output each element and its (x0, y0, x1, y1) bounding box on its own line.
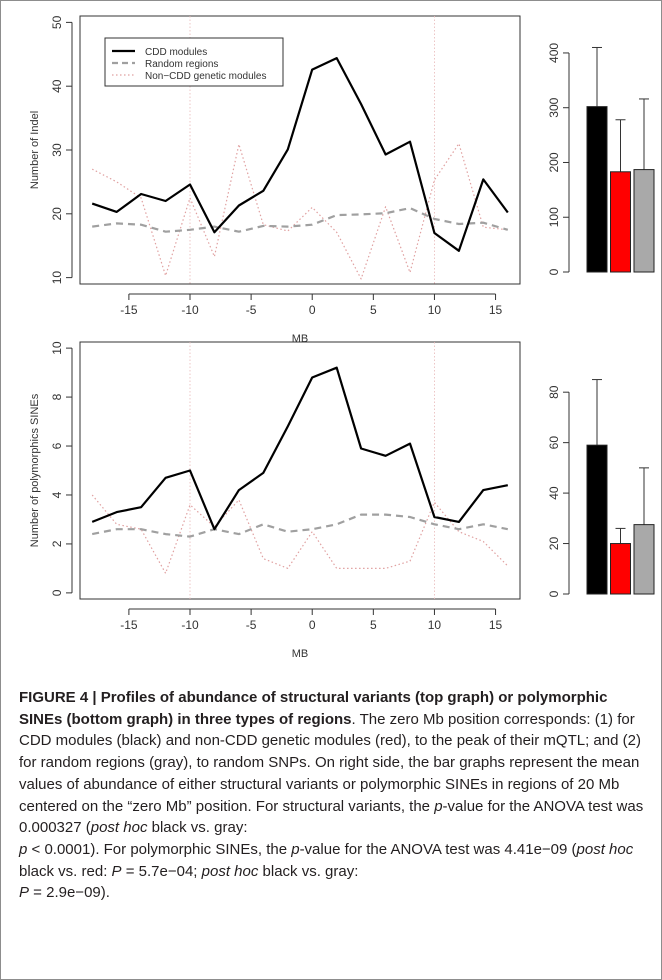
bar (586, 106, 608, 273)
y-tick-label: 0 (547, 268, 561, 275)
y-tick-label: 50 (50, 15, 64, 29)
caption-text: black vs. gray: (258, 862, 359, 880)
caption-italic: P (111, 862, 122, 880)
x-tick-label: -5 (246, 303, 257, 317)
series-line-dashed (91, 513, 509, 538)
caption-title: FIGURE 4 | Profiles of abundance of stru… (19, 689, 608, 728)
caption-text: -value for the ANOVA test was 0.000327 ( (19, 797, 644, 837)
bar (633, 169, 655, 273)
bar (610, 543, 631, 595)
x-axis-title: MB (292, 333, 309, 345)
x-tick-label: 15 (489, 303, 503, 317)
caption-italic: P (19, 884, 30, 902)
caption-text: = 5.7e−04; (121, 862, 202, 880)
x-tick-label: -15 (120, 303, 138, 317)
caption-italic: p (291, 840, 300, 858)
y-tick-label: 40 (547, 486, 561, 500)
y-tick-label: 20 (547, 537, 561, 551)
y-tick-label: 100 (547, 207, 561, 227)
sines-bar-chart: 0 20 40 60 80 (547, 379, 655, 597)
x-tick-label: -10 (181, 303, 199, 317)
y-tick-label: 4 (50, 491, 64, 498)
sines-line-chart: -15 -10 -5 0 5 10 15 0 2 4 6 8 10 MB Number of polymor… (29, 341, 521, 660)
x-tick-label: -15 (120, 618, 138, 632)
x-tick-label: 10 (428, 303, 442, 317)
bar (586, 444, 608, 595)
series-line-dotted (91, 143, 508, 280)
caption-text: < 0.0001). For polymorphic SINEs, the (27, 840, 292, 858)
plot-box (79, 15, 521, 285)
y-tick-label: 60 (547, 436, 561, 450)
indel-line-chart: -15 -10 -5 0 5 10 15 10 20 30 40 50 MB Number of Inde… (29, 15, 521, 345)
y-tick-label: 200 (547, 152, 561, 172)
x-tick-label: 0 (309, 303, 316, 317)
legend-label: Random regions (145, 59, 218, 70)
caption-text: . The zero Mb position corresponds: (1) … (19, 710, 641, 815)
indel-bar-chart: 0 100 200 300 400 (547, 43, 655, 275)
bar (633, 524, 655, 595)
series-line-solid (91, 56, 509, 252)
caption-text: black vs. gray: (147, 819, 248, 837)
caption-italic: p (434, 797, 443, 815)
caption-italic: post hoc (576, 840, 634, 858)
legend-label: CDD modules (145, 47, 207, 58)
x-tick-label: 5 (370, 303, 377, 317)
y-tick-label: 6 (50, 442, 64, 449)
caption-text: = 2.9e−09). (29, 884, 110, 902)
y-tick-label: 0 (50, 589, 64, 596)
x-tick-label: 15 (489, 618, 503, 632)
caption-italic: p (19, 840, 28, 858)
y-tick-label: 20 (50, 207, 64, 221)
y-tick-label: 10 (50, 341, 64, 355)
y-tick-label: 300 (547, 97, 561, 117)
y-tick-label: 40 (50, 79, 64, 93)
figure-caption: FIGURE 4 | Profiles of abundance of stru… (19, 687, 644, 904)
legend-label: Non−CDD genetic modules (145, 71, 266, 82)
caption-italic: post hoc (201, 862, 259, 880)
x-tick-label: -10 (181, 618, 199, 632)
y-tick-label: 400 (547, 43, 561, 63)
y-axis-title: Number of Indel (29, 111, 41, 189)
series-line-solid (91, 366, 509, 531)
caption-italic: post hoc (90, 819, 148, 837)
series-line-dotted (91, 494, 509, 574)
x-tick-label: 0 (309, 618, 316, 632)
y-tick-label: 8 (50, 393, 64, 400)
x-axis-title: MB (292, 648, 309, 660)
y-tick-label: 10 (50, 271, 64, 285)
x-tick-label: -5 (246, 618, 257, 632)
bar (610, 171, 631, 273)
x-tick-label: 10 (428, 618, 442, 632)
plot-box (79, 341, 521, 600)
y-tick-label: 0 (547, 590, 561, 597)
y-axis-title: Number of polymorphics SINEs (29, 393, 41, 547)
caption-text: -value for the ANOVA test was 4.41e−09 ( (299, 840, 577, 858)
caption-text: black vs. red: (19, 862, 112, 880)
y-tick-label: 30 (50, 143, 64, 157)
y-tick-label: 80 (547, 385, 561, 399)
series-line-dashed (92, 207, 509, 233)
x-tick-label: 5 (370, 618, 377, 632)
y-tick-label: 2 (50, 540, 64, 547)
